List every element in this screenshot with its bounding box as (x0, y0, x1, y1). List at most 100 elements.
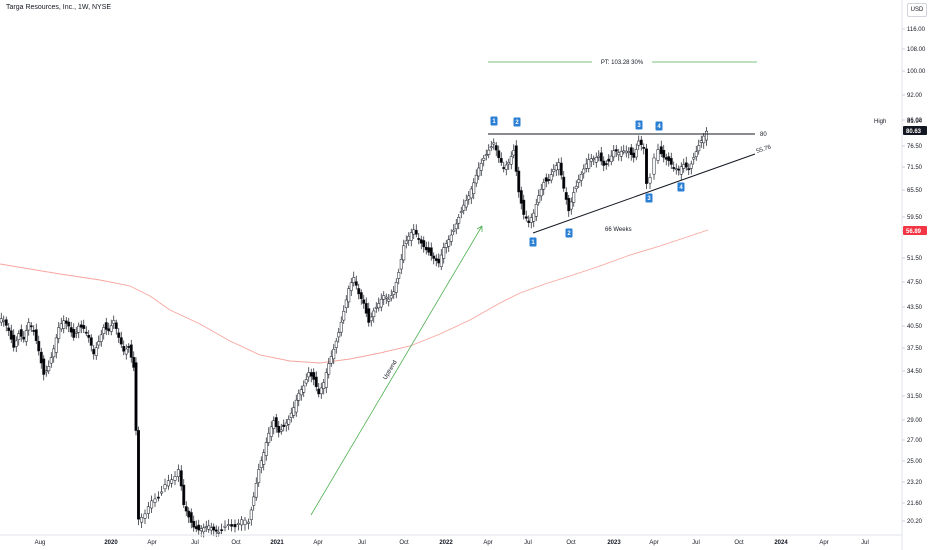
time-axis[interactable]: Aug 2020 Apr Jul Oct 2021 Apr Jul Oct 2022 Apr Jul O… (35, 540, 869, 546)
candle-body (407, 235, 411, 241)
candle-body (309, 372, 313, 377)
candle-body (627, 151, 631, 153)
y-tick-label: 34.50 (907, 369, 923, 375)
y-tick-label: 31.50 (907, 394, 923, 400)
pattern-marker (529, 237, 537, 247)
candle-body (509, 156, 513, 165)
candle-body (202, 527, 206, 533)
pattern-marker (677, 182, 685, 192)
high-value: 81.94 (907, 119, 923, 125)
ma-value-badge (903, 226, 927, 235)
y-tick-label: 43.50 (907, 305, 923, 311)
candle-body (274, 417, 278, 428)
price-axis[interactable]: 116.00 108.00 100.00 92.00 86.00 76.50 71.50 65… (874, 27, 927, 525)
candle-body (539, 188, 543, 197)
candle-body (444, 243, 448, 248)
candle-body (74, 331, 78, 334)
y-tick-label: 92.00 (907, 93, 923, 99)
candle-body (97, 341, 101, 346)
candle-body (252, 496, 256, 506)
candle-body (564, 192, 568, 200)
candle-body (299, 389, 303, 396)
x-tick-label: Oct (734, 540, 744, 546)
candle-body (602, 160, 606, 166)
candle-body (354, 281, 358, 286)
y-tick-label: 100.00 (907, 69, 926, 75)
candle-body (17, 333, 21, 340)
candle-body (62, 320, 66, 329)
candle-body (457, 217, 461, 224)
candle-body (462, 204, 466, 211)
candle-body (352, 277, 356, 283)
pattern-marker (645, 193, 653, 203)
candle-body (82, 325, 86, 329)
candle-body (449, 234, 453, 242)
candle-body (342, 310, 346, 321)
x-tick-label: Apr (313, 540, 322, 546)
candle-body (192, 520, 196, 528)
pattern-marker-label: 1 (492, 119, 496, 125)
candle-body (374, 306, 378, 309)
candle-body (257, 469, 261, 483)
candle-body (57, 327, 61, 339)
candle-body (52, 348, 56, 358)
candle-body (497, 150, 501, 158)
candle-body (629, 147, 633, 155)
candle-body (705, 130, 708, 141)
candle-body (2, 320, 6, 322)
target-label: PT: 103.28 30% (601, 60, 644, 66)
candle-body (632, 152, 636, 158)
candle-body (609, 155, 613, 162)
pattern-marker (513, 117, 521, 127)
y-tick-label: 40.50 (907, 324, 923, 330)
candle-body (212, 526, 216, 531)
candle-body (240, 519, 244, 526)
candle-body (412, 229, 416, 235)
candle-body (427, 247, 431, 253)
candle-body (507, 162, 511, 165)
candle-body (367, 308, 371, 323)
candle-body (334, 340, 338, 348)
candle-body (284, 422, 288, 427)
candle-body (199, 528, 203, 532)
candle-body (377, 303, 381, 309)
candle-body (29, 325, 33, 328)
candle-body (667, 156, 671, 162)
candle-body (594, 157, 598, 163)
candle-body (402, 245, 406, 261)
candle-body (645, 148, 648, 184)
candle-body (59, 323, 63, 330)
candle-body (577, 179, 581, 183)
pattern-marker-label: 2 (567, 231, 571, 237)
candle-body (482, 157, 486, 161)
pattern-marker-label: 3 (637, 123, 641, 129)
currency-button[interactable]: USD (907, 3, 927, 17)
candle-body (527, 220, 531, 223)
candle-body (233, 524, 237, 528)
candle-body (124, 348, 128, 355)
x-tick-label: Apr (147, 540, 156, 546)
x-tick-label: 2020 (104, 540, 118, 546)
candle-body (399, 259, 403, 270)
candle-body (639, 139, 643, 145)
candle-body (437, 258, 441, 264)
candle-body (559, 162, 563, 176)
candle-body (337, 332, 341, 338)
y-tick-label: 37.50 (907, 346, 923, 352)
candle-body (682, 164, 686, 169)
candle-body (574, 186, 578, 189)
candle-body (179, 470, 183, 487)
x-tick-label: Jul (358, 540, 366, 546)
candle-body (544, 177, 548, 182)
candle-body (404, 240, 408, 244)
candle-body (477, 167, 481, 177)
high-label: High (874, 119, 886, 125)
uptrend-arrowhead (476, 225, 483, 232)
x-tick-label: Jul (861, 540, 869, 546)
candle-body (207, 525, 211, 530)
candle-body (472, 182, 476, 195)
candle-body (249, 509, 253, 520)
candle-body (262, 452, 266, 465)
candle-body (534, 204, 538, 217)
